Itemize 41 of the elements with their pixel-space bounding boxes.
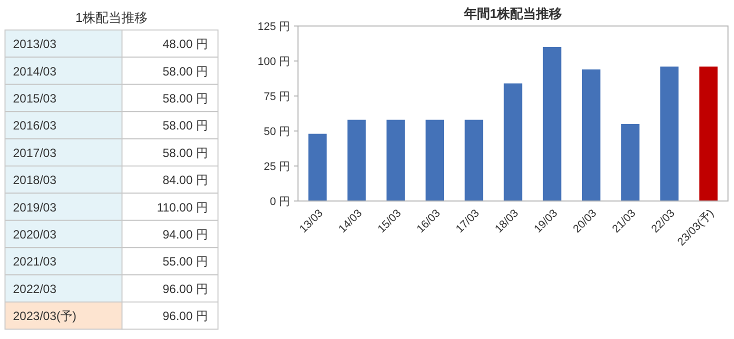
data-label: 96.00 円 — [162, 309, 208, 324]
category-label: 2021/03 — [13, 254, 57, 269]
data-label: 110.00 円 — [156, 200, 208, 214]
bar — [308, 134, 327, 201]
data-label: 58.00 円 — [162, 64, 208, 78]
y-tick-label: 125 円 — [258, 21, 290, 33]
y-tick-label: 100 円 — [258, 56, 290, 68]
category-label: 2015/03 — [13, 92, 57, 106]
bar — [660, 66, 679, 201]
data-label: 48.00 円 — [162, 37, 208, 52]
bar — [464, 120, 484, 201]
data-label: 58.00 円 — [162, 146, 208, 160]
category-label: 2016/03 — [13, 118, 57, 133]
category-label: 2022/03 — [13, 282, 57, 296]
category-label: 2014/03 — [13, 64, 57, 78]
data-label: 94.00 円 — [162, 228, 208, 242]
category-label: 2020/03 — [13, 228, 57, 242]
y-tick-label: 0 円 — [270, 196, 290, 208]
category-label: 2017/03 — [13, 146, 57, 160]
bar — [426, 120, 444, 201]
category-label: 2018/03 — [13, 173, 57, 188]
data-label: 55.00 円 — [162, 254, 208, 269]
category-label: 2019/03 — [13, 200, 57, 214]
category-label: 2013/03 — [13, 37, 57, 52]
data-label: 96.00 円 — [162, 282, 208, 296]
bar — [504, 83, 522, 201]
bar — [582, 69, 600, 201]
bar — [621, 124, 640, 201]
data-label: 84.00 円 — [162, 173, 208, 188]
bar — [347, 120, 366, 201]
bar — [542, 47, 562, 201]
bar — [386, 120, 405, 201]
data-label: 58.00 円 — [162, 92, 208, 106]
y-tick-label: 25 円 — [264, 161, 290, 173]
chart-title: 年間1株配当推移 — [462, 6, 562, 21]
y-tick-label: 75 円 — [264, 91, 290, 103]
y-tick-label: 50 円 — [264, 126, 290, 138]
category-label: 2023/03(予) — [13, 309, 76, 324]
data-label: 58.00 円 — [162, 118, 208, 133]
text: 1株配当推移 — [75, 10, 148, 25]
bar — [699, 66, 718, 201]
